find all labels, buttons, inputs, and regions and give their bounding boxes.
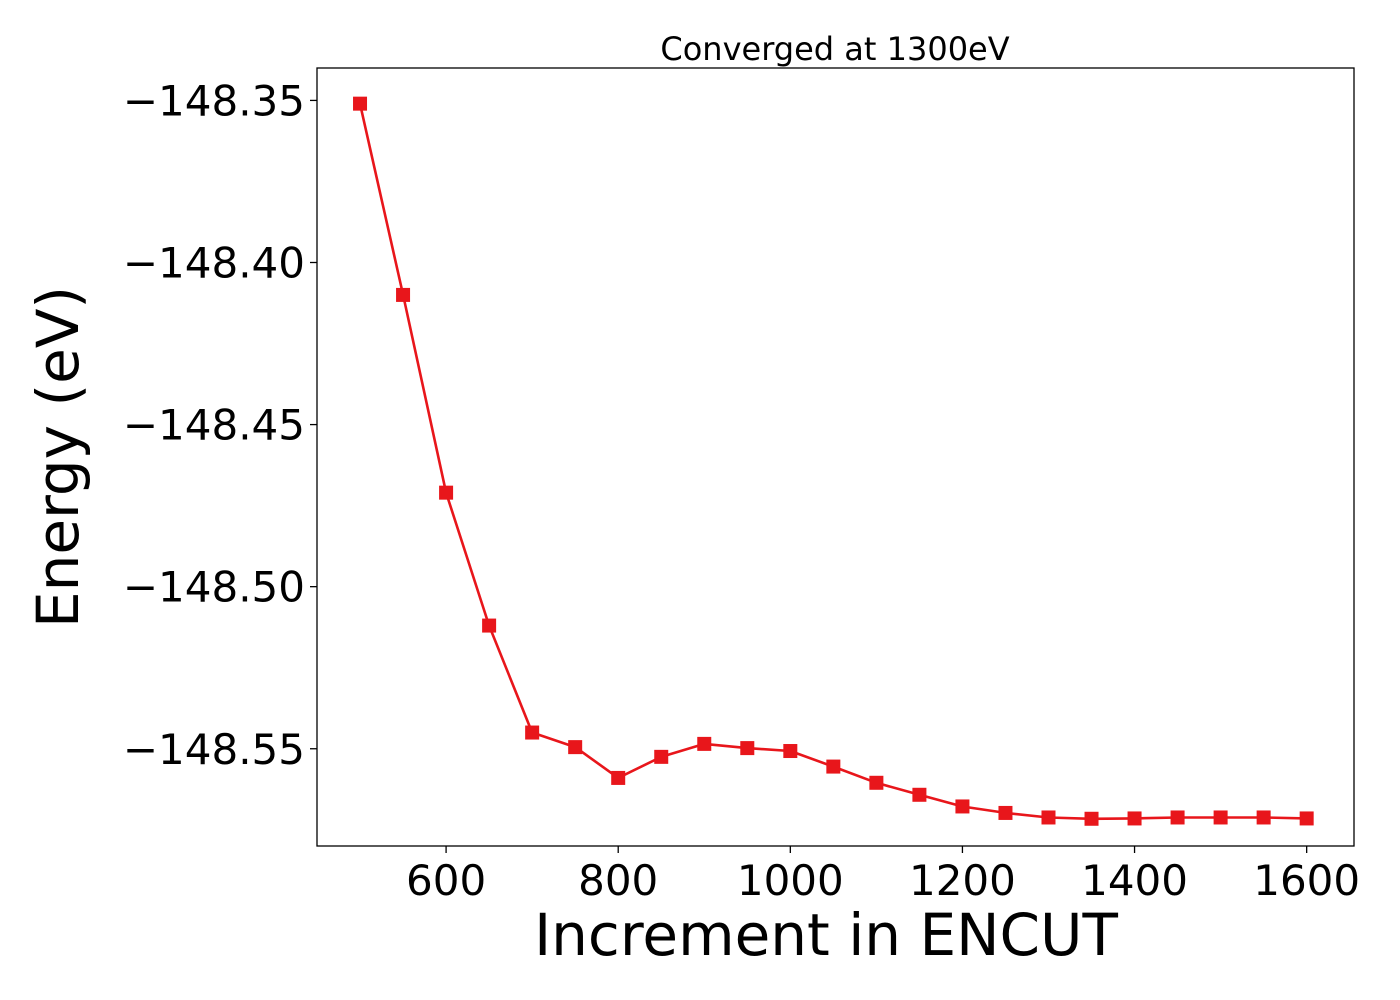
data-point-marker: [396, 287, 411, 302]
plot-frame: [316, 67, 1355, 847]
data-point-marker: [611, 770, 626, 785]
y-tick-label: −148.40: [123, 239, 305, 288]
plot-series: [353, 96, 1314, 826]
x-tick-label: 1600: [1253, 856, 1360, 905]
y-axis-ticks: −148.35 −148.40 −148.45 −148.50 −148.55: [123, 76, 317, 774]
x-axis-ticks: 600 800 1000 1200 1400 1600: [406, 846, 1360, 905]
data-point-marker: [1084, 811, 1099, 826]
data-point-marker: [783, 744, 798, 759]
data-point-marker: [826, 759, 841, 774]
data-point-marker: [1256, 810, 1271, 825]
data-point-marker: [654, 749, 669, 764]
data-point-marker: [740, 741, 755, 756]
data-point-marker: [1127, 811, 1142, 826]
chart-title: Converged at 1300eV: [660, 30, 1009, 68]
x-tick-label: 1400: [1081, 856, 1188, 905]
x-tick-label: 1200: [909, 856, 1016, 905]
data-point-marker: [869, 775, 884, 790]
data-point-marker: [998, 805, 1013, 820]
data-point-marker: [568, 740, 583, 755]
data-point-marker: [525, 725, 540, 740]
data-point-marker: [1299, 811, 1314, 826]
data-point-marker: [697, 736, 712, 751]
y-axis-label: Energy (eV): [24, 286, 92, 628]
y-tick-label: −148.55: [123, 725, 305, 774]
data-point-marker: [955, 799, 970, 814]
y-tick-label: −148.35: [123, 76, 305, 125]
data-point-marker: [1170, 810, 1185, 825]
x-tick-label: 600: [406, 856, 486, 905]
x-tick-label: 1000: [737, 856, 844, 905]
data-point-marker: [353, 96, 368, 111]
data-point-marker: [439, 485, 454, 500]
data-point-marker: [912, 787, 927, 802]
x-tick-label: 800: [578, 856, 658, 905]
x-axis-label: Increment in ENCUT: [534, 901, 1118, 969]
data-point-marker: [1041, 810, 1056, 825]
data-point-marker: [482, 618, 497, 633]
data-point-marker: [1213, 810, 1228, 825]
y-tick-label: −148.45: [123, 401, 305, 450]
y-tick-label: −148.50: [123, 563, 305, 612]
